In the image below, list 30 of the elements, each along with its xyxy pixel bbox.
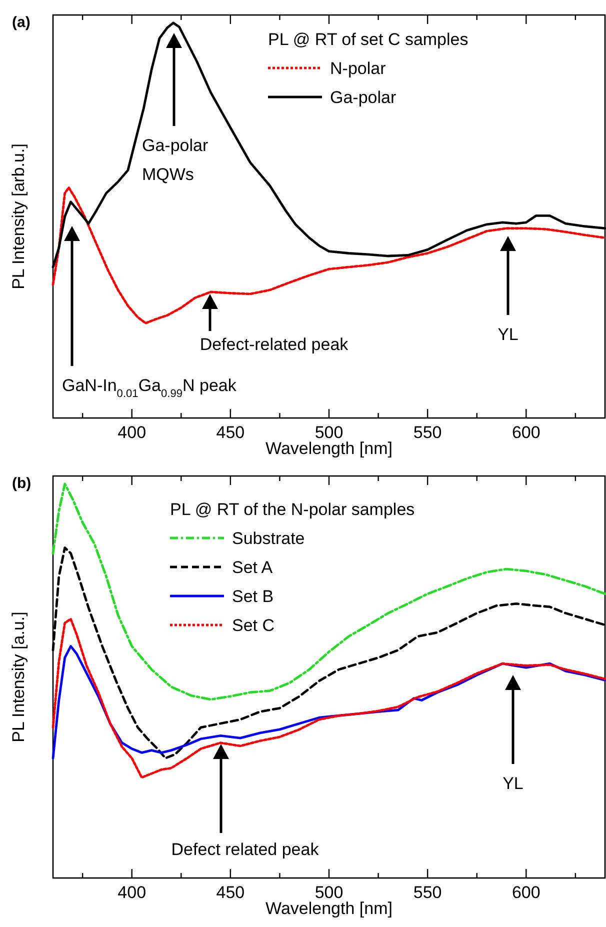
legend-title: PL @ RT of set C samples (268, 30, 468, 49)
annotation: Defect-related peak (200, 335, 349, 354)
x-tick-label: 500 (314, 883, 344, 902)
x-tick-label: 450 (216, 423, 245, 442)
legend-label: Set C (232, 616, 275, 635)
y-axis-title: PL Intensity [a.u.] (9, 612, 28, 742)
chart-title: (a) (12, 14, 30, 31)
x-tick-label: 550 (413, 423, 442, 442)
x-tick-label: 500 (314, 423, 344, 442)
x-tick-label: 600 (512, 423, 540, 442)
annotation: GaN-In$_{0.01}$Ga$_{0.99}$N peak (62, 376, 237, 400)
annotation: Ga-polar MQWs (142, 136, 208, 184)
legend-label: Substrate (232, 529, 305, 548)
annotation: YL (502, 774, 524, 793)
legend-label: Set B (232, 587, 274, 606)
x-tick-label: 400 (118, 423, 146, 442)
x-tick-label: 550 (413, 883, 442, 902)
y-axis-title: PL Intensity [arb.u.] (9, 144, 28, 290)
legend-title: PL @ RT of the N-polar samples (170, 500, 415, 519)
chart-title: (b) (12, 475, 32, 492)
annotation: Defect related peak (171, 840, 320, 859)
x-tick-label: 400 (118, 883, 146, 902)
legend-label: N-polar (330, 59, 386, 78)
legend-label: Set A (232, 558, 274, 577)
x-axis-title: Wavelength [nm] (266, 899, 392, 918)
x-tick-label: 450 (216, 883, 245, 902)
x-tick-label: 600 (512, 883, 540, 902)
annotation: YL (498, 325, 518, 344)
x-axis-title: Wavelength [nm] (266, 439, 392, 458)
legend-label: Ga-polar (330, 88, 396, 107)
